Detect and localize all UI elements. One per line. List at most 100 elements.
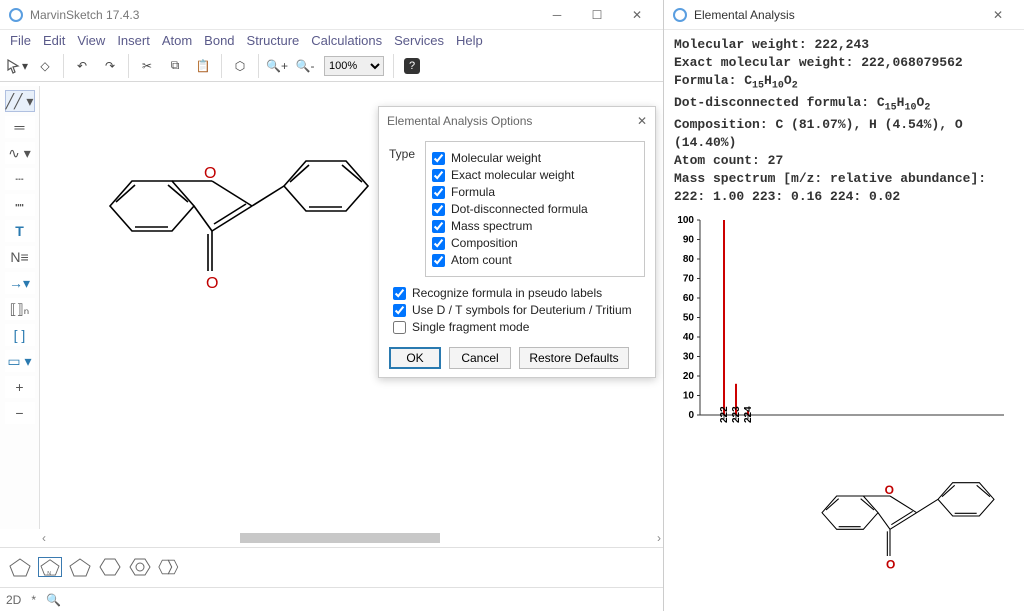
chk-dt-symbols[interactable]: Use D / T symbols for Deuterium / Tritiu…: [393, 303, 641, 317]
elemental-analysis-options-dialog: Elemental Analysis Options ✕ Type Molecu…: [378, 106, 656, 378]
pyrrole-template[interactable]: N: [38, 557, 62, 577]
copy-button[interactable]: ⧉: [162, 54, 188, 78]
naphthalene-template[interactable]: [158, 557, 182, 577]
svg-text:10: 10: [683, 390, 695, 401]
svg-text:60: 60: [683, 293, 695, 304]
dialog-close-button[interactable]: ✕: [637, 114, 647, 128]
svg-text:222: 222: [719, 405, 730, 422]
horizontal-scrollbar[interactable]: ‹ ›: [40, 529, 663, 547]
app-icon: [8, 7, 24, 23]
analysis-title: Elemental Analysis: [694, 8, 978, 22]
zoom-select[interactable]: 100%: [324, 56, 384, 76]
main-titlebar: MarvinSketch 17.4.3 ─ ☐ ✕: [0, 0, 663, 30]
label-tool[interactable]: N≡: [5, 246, 35, 268]
chk-exact-molecular-weight[interactable]: Exact molecular weight: [432, 168, 638, 182]
molecule-thumbnail: O O: [802, 451, 1002, 601]
arrow-tool[interactable]: →▾: [5, 272, 35, 294]
minimize-button[interactable]: ─: [537, 1, 577, 29]
restore-defaults-button[interactable]: Restore Defaults: [519, 347, 629, 369]
zoom-in-button[interactable]: 🔍+: [264, 54, 290, 78]
status-bar: 2D * 🔍: [0, 587, 663, 611]
app-title: MarvinSketch 17.4.3: [30, 8, 537, 22]
analysis-close-button[interactable]: ✕: [978, 1, 1018, 29]
molecule-structure: O O: [80, 116, 380, 336]
chk-formula[interactable]: Formula: [432, 185, 638, 199]
menu-insert[interactable]: Insert: [111, 33, 156, 48]
help-button[interactable]: ?: [399, 54, 425, 78]
chain-tool[interactable]: ∿ ▾: [5, 142, 35, 164]
cyclohexane-template[interactable]: [98, 557, 122, 577]
svg-text:40: 40: [683, 332, 695, 343]
type-label: Type: [389, 141, 425, 161]
clean-button[interactable]: ⬡: [227, 54, 253, 78]
bond-tool[interactable]: ╱╱ ▾: [5, 90, 35, 112]
group-tool[interactable]: [ ]: [5, 324, 35, 346]
analysis-titlebar: Elemental Analysis ✕: [664, 0, 1024, 30]
menu-structure[interactable]: Structure: [241, 33, 306, 48]
search-icon[interactable]: 🔍: [46, 593, 61, 607]
menubar: File Edit View Insert Atom Bond Structur…: [0, 30, 663, 50]
top-toolbar: ▾ ◇ ↶ ↷ ✂ ⧉ 📋 ⬡ 🔍+ 🔍- 100% ?: [0, 50, 663, 82]
redo-button[interactable]: ↷: [97, 54, 123, 78]
svg-text:90: 90: [683, 234, 695, 245]
svg-text:O: O: [206, 275, 218, 292]
chk-molecular-weight[interactable]: Molecular weight: [432, 151, 638, 165]
menu-bond[interactable]: Bond: [198, 33, 240, 48]
svg-text:20: 20: [683, 371, 695, 382]
close-button[interactable]: ✕: [617, 1, 657, 29]
analysis-content: Molecular weight: 222,243 Exact molecula…: [664, 30, 1024, 611]
menu-atom[interactable]: Atom: [156, 33, 198, 48]
svg-text:224: 224: [743, 405, 754, 422]
plus-tool[interactable]: +: [5, 376, 35, 398]
cyclopentane-template[interactable]: [68, 557, 92, 577]
chk-atom-count[interactable]: Atom count: [432, 253, 638, 267]
svg-text:223: 223: [731, 405, 742, 422]
rect-tool[interactable]: ▭ ▾: [5, 350, 35, 372]
svg-text:N: N: [47, 571, 51, 577]
minus-tool[interactable]: −: [5, 402, 35, 424]
menu-edit[interactable]: Edit: [37, 33, 71, 48]
menu-help[interactable]: Help: [450, 33, 489, 48]
svg-text:30: 30: [683, 351, 695, 362]
select-tool[interactable]: ▾: [4, 54, 30, 78]
analysis-icon: [672, 7, 688, 23]
eraser-tool[interactable]: ◇: [32, 54, 58, 78]
chk-single-fragment[interactable]: Single fragment mode: [393, 320, 641, 334]
cancel-button[interactable]: Cancel: [449, 347, 511, 369]
chk-dot-disconnected-formula[interactable]: Dot-disconnected formula: [432, 202, 638, 216]
chk-recognize-pseudo[interactable]: Recognize formula in pseudo labels: [393, 286, 641, 300]
svg-text:0: 0: [688, 410, 694, 421]
double-bond-tool[interactable]: ═: [5, 116, 35, 138]
dialog-title: Elemental Analysis Options: [387, 114, 532, 128]
bracket-tool[interactable]: ⟦⟧ₙ: [5, 298, 35, 320]
cut-button[interactable]: ✂: [134, 54, 160, 78]
menu-services[interactable]: Services: [388, 33, 450, 48]
zoom-out-button[interactable]: 🔍-: [292, 54, 318, 78]
svg-text:50: 50: [683, 312, 695, 323]
menu-calculations[interactable]: Calculations: [305, 33, 388, 48]
mass-spectrum-chart: 0 10 20 30 40 50 60 70 80 90 100 222223224: [674, 215, 1014, 455]
wedge-tool[interactable]: ┉: [5, 194, 35, 216]
menu-view[interactable]: View: [71, 33, 111, 48]
chk-mass-spectrum[interactable]: Mass spectrum: [432, 219, 638, 233]
dash-tool[interactable]: ┄: [5, 168, 35, 190]
undo-button[interactable]: ↶: [69, 54, 95, 78]
text-tool[interactable]: T: [5, 220, 35, 242]
display-mode[interactable]: 2D: [6, 593, 21, 607]
paste-button[interactable]: 📋: [190, 54, 216, 78]
svg-text:O: O: [885, 483, 894, 497]
status-star: *: [31, 593, 36, 607]
svg-text:O: O: [204, 165, 216, 182]
type-options: Molecular weight Exact molecular weight …: [425, 141, 645, 277]
menu-file[interactable]: File: [4, 33, 37, 48]
svg-text:70: 70: [683, 273, 695, 284]
maximize-button[interactable]: ☐: [577, 1, 617, 29]
cyclopentadiene-template[interactable]: [8, 557, 32, 577]
svg-text:100: 100: [677, 215, 694, 226]
svg-text:80: 80: [683, 254, 695, 265]
chk-composition[interactable]: Composition: [432, 236, 638, 250]
ok-button[interactable]: OK: [389, 347, 441, 369]
benzene-template[interactable]: [128, 557, 152, 577]
svg-text:O: O: [886, 558, 895, 572]
side-toolbar: ╱╱ ▾ ═ ∿ ▾ ┄ ┉ T N≡ →▾ ⟦⟧ₙ [ ] ▭ ▾ + −: [0, 86, 40, 529]
